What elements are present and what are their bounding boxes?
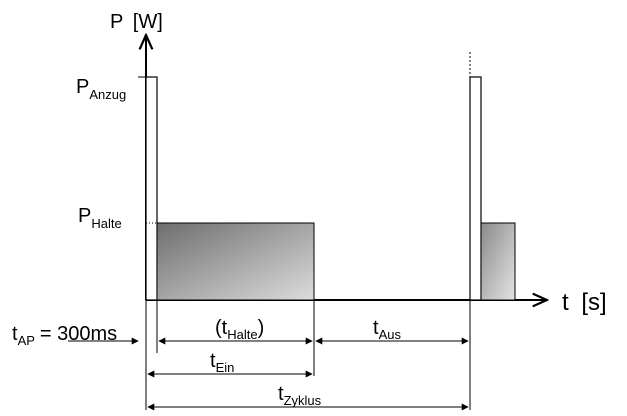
t-zyklus-sub: Zyklus bbox=[284, 393, 322, 408]
p-anzug-label: PAnzug bbox=[76, 76, 126, 102]
t-ein-label: tEin bbox=[210, 350, 234, 375]
t-halte-open: (t bbox=[215, 317, 228, 339]
t-halte-label: (tHalte) bbox=[215, 317, 264, 342]
p-halte-main: P bbox=[78, 205, 91, 227]
hold-block-1 bbox=[156, 222, 315, 301]
t-aus-label: tAus bbox=[373, 317, 401, 342]
t-zyklus-main: t bbox=[278, 383, 284, 405]
p-anzug-main: P bbox=[76, 76, 89, 98]
p-anzug-sub: Anzug bbox=[89, 87, 126, 102]
x-axis-unit: [s] bbox=[581, 289, 606, 316]
t-ein-sub: Ein bbox=[216, 360, 235, 375]
pull-in-pulse-1 bbox=[145, 76, 158, 301]
t-ap-sub: AP bbox=[18, 333, 35, 348]
p-halte-sub: Halte bbox=[91, 216, 121, 231]
y-axis-unit: [W] bbox=[133, 11, 163, 33]
t-halte-sub: Halte bbox=[227, 327, 257, 342]
t-halte-close: ) bbox=[258, 317, 265, 339]
x-axis-label: t [s] bbox=[562, 289, 607, 316]
x-axis-symbol: t bbox=[562, 289, 569, 316]
t-aus-main: t bbox=[373, 317, 379, 339]
t-ap-main: t bbox=[12, 323, 18, 345]
t-zyklus-label: tZyklus bbox=[278, 383, 322, 408]
t-ap-label: tAP = 300ms bbox=[12, 323, 117, 348]
p-halte-label: PHalte bbox=[78, 205, 122, 231]
hold-block-2 bbox=[480, 222, 516, 301]
t-ein-main: t bbox=[210, 350, 216, 372]
y-axis-label: P [W] bbox=[110, 11, 163, 33]
t-ap-value: = 300ms bbox=[40, 323, 117, 345]
t-aus-sub: Aus bbox=[379, 327, 402, 342]
y-axis-symbol: P bbox=[110, 11, 123, 33]
pull-in-pulse-2 bbox=[469, 76, 482, 301]
